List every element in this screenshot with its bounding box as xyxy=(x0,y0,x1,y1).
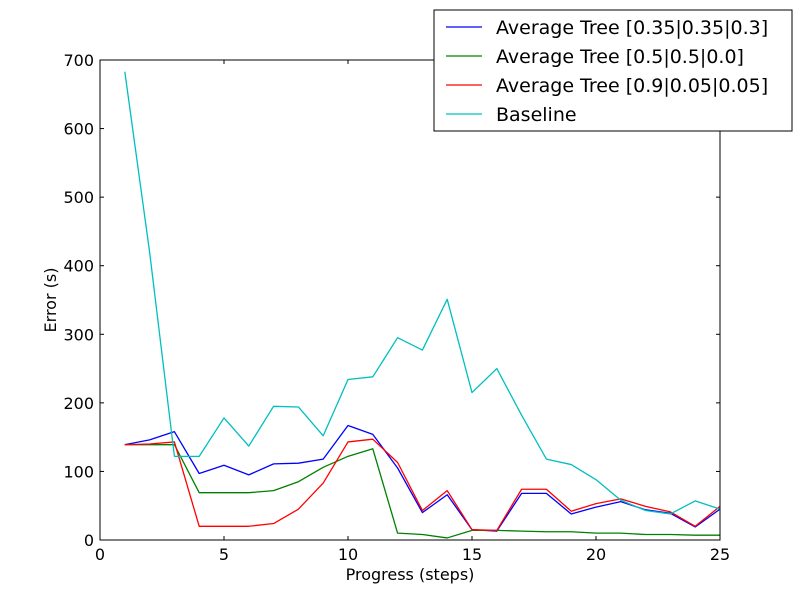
series-line-1 xyxy=(124,424,721,532)
legend-label: Baseline xyxy=(496,104,577,126)
y-tick-label: 700 xyxy=(63,51,94,70)
legend-box xyxy=(433,9,793,132)
y-tick-label: 600 xyxy=(63,120,94,139)
y-tick-label: 400 xyxy=(63,257,94,276)
series-line-4 xyxy=(124,71,721,515)
x-tick-label: 25 xyxy=(710,545,730,564)
x-tick-label: 15 xyxy=(462,545,482,564)
y-tick-label: 100 xyxy=(63,462,94,481)
y-tick-label: 200 xyxy=(63,394,94,413)
y-tick-label: 300 xyxy=(63,325,94,344)
legend-label: Average Tree [0.9|0.05|0.05] xyxy=(496,75,768,97)
x-tick-label: 5 xyxy=(219,545,229,564)
legend-label: Average Tree [0.35|0.35|0.3] xyxy=(496,17,768,39)
y-axis-label: Error (s) xyxy=(41,268,60,333)
series-layer xyxy=(124,71,721,539)
ticks-layer: 0 5 10 15 20 25 0 100 200 300 400 500 600 700 xyxy=(63,51,730,564)
x-tick-label: 20 xyxy=(586,545,606,564)
series-line-3 xyxy=(124,438,721,532)
x-axis-label: Progress (steps) xyxy=(346,565,475,584)
legend: Average Tree [0.35|0.35|0.3] Average Tree… xyxy=(433,9,793,132)
series-line-2 xyxy=(124,444,720,539)
x-tick-label: 10 xyxy=(338,545,358,564)
legend-label: Average Tree [0.5|0.5|0.0] xyxy=(496,46,744,68)
x-tick-label: 0 xyxy=(95,545,105,564)
y-tick-label: 0 xyxy=(84,531,94,550)
y-tick-label: 500 xyxy=(63,188,94,207)
plot-frame xyxy=(99,59,721,541)
